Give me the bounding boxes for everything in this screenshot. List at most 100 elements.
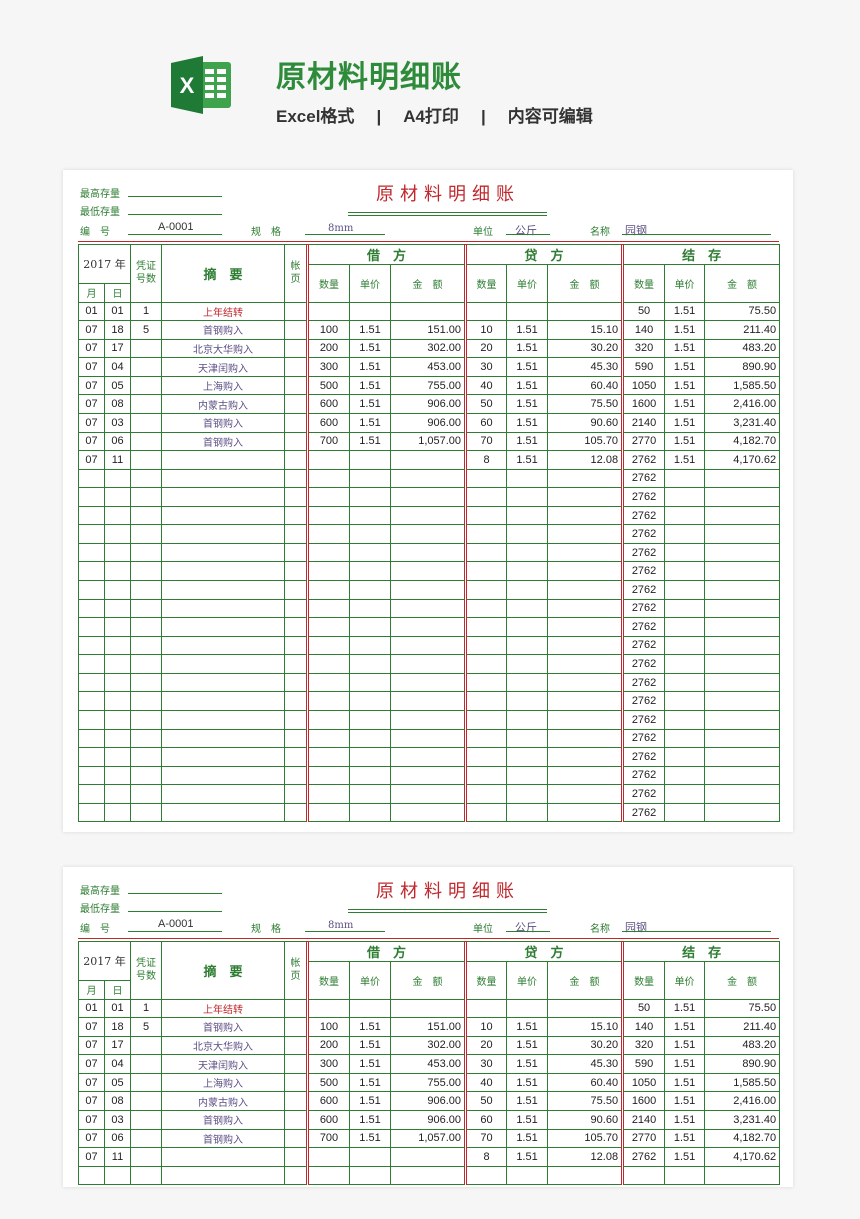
cell-month[interactable]: 07	[78, 1054, 105, 1074]
cell-debit-qty[interactable]	[306, 765, 350, 786]
cell-month[interactable]	[78, 580, 105, 600]
cell-debit-price[interactable]	[349, 468, 391, 489]
cell-debit-amount[interactable]	[389, 617, 467, 637]
cell-credit-price[interactable]	[506, 784, 549, 804]
cell-month[interactable]: 01	[78, 998, 105, 1019]
cell-debit-amount[interactable]	[389, 672, 467, 693]
cell-balance-amount[interactable]: 3,231.40	[704, 1109, 781, 1130]
cell-balance-price[interactable]	[664, 1165, 706, 1186]
cell-balance-price[interactable]: 1.51	[664, 450, 706, 470]
cell-credit-qty[interactable]	[464, 998, 508, 1019]
cell-credit-amount[interactable]: 105.70	[547, 1128, 624, 1149]
cell-balance-price[interactable]	[664, 468, 706, 489]
cell-voucher[interactable]	[130, 1147, 162, 1167]
cell-balance-amount[interactable]	[704, 709, 781, 730]
cell-balance-price[interactable]: 1.51	[664, 301, 706, 322]
cell-credit-price[interactable]: 1.51	[506, 1017, 549, 1037]
cell-day[interactable]	[104, 747, 131, 767]
cell-debit-qty[interactable]	[306, 747, 350, 767]
cell-balance-qty[interactable]: 1600	[621, 1091, 666, 1111]
cell-credit-qty[interactable]	[464, 747, 508, 767]
cell-page[interactable]	[284, 784, 308, 804]
cell-day[interactable]: 08	[104, 1091, 131, 1111]
cell-debit-amount[interactable]: 755.00	[389, 375, 467, 396]
cell-balance-price[interactable]: 1.51	[664, 375, 706, 396]
cell-balance-qty[interactable]: 590	[621, 1054, 666, 1074]
cell-page[interactable]	[284, 1035, 308, 1056]
cell-page[interactable]	[284, 1109, 308, 1130]
cell-debit-price[interactable]	[349, 598, 391, 619]
cell-summary[interactable]: 天津闰购入	[161, 1054, 285, 1074]
cell-voucher[interactable]	[130, 542, 162, 563]
cell-credit-price[interactable]	[506, 709, 549, 730]
cell-page[interactable]	[284, 765, 308, 786]
cell-credit-qty[interactable]	[464, 691, 508, 711]
cell-day[interactable]: 18	[104, 1017, 131, 1037]
cell-credit-price[interactable]	[506, 635, 549, 656]
cell-debit-price[interactable]: 1.51	[349, 357, 391, 377]
cell-credit-price[interactable]	[506, 617, 549, 637]
cell-voucher[interactable]	[130, 1091, 162, 1111]
cell-credit-price[interactable]	[506, 747, 549, 767]
cell-balance-price[interactable]: 1.51	[664, 1017, 706, 1037]
cell-summary[interactable]	[161, 542, 285, 563]
cell-voucher[interactable]	[130, 561, 162, 581]
cell-day[interactable]: 17	[104, 338, 131, 359]
cell-credit-qty[interactable]: 40	[464, 1072, 508, 1093]
cell-balance-amount[interactable]	[704, 561, 781, 581]
cell-debit-price[interactable]	[349, 580, 391, 600]
cell-credit-amount[interactable]: 75.50	[547, 394, 624, 414]
cell-credit-amount[interactable]: 12.08	[547, 450, 624, 470]
cell-balance-price[interactable]: 1.51	[664, 1128, 706, 1149]
cell-page[interactable]	[284, 524, 308, 544]
cell-page[interactable]	[284, 728, 308, 749]
cell-debit-price[interactable]	[349, 691, 391, 711]
cell-balance-qty[interactable]: 2762	[621, 691, 666, 711]
cell-balance-qty[interactable]: 1050	[621, 375, 666, 396]
cell-debit-amount[interactable]	[389, 691, 467, 711]
cell-voucher[interactable]: 1	[130, 998, 162, 1019]
cell-credit-amount[interactable]	[547, 802, 624, 823]
cell-balance-amount[interactable]: 483.20	[704, 338, 781, 359]
cell-balance-price[interactable]	[664, 747, 706, 767]
max-stock-field[interactable]	[128, 893, 222, 894]
cell-credit-price[interactable]	[506, 598, 549, 619]
cell-summary[interactable]	[161, 1147, 285, 1167]
cell-debit-qty[interactable]: 300	[306, 357, 350, 377]
cell-debit-price[interactable]	[349, 709, 391, 730]
cell-balance-qty[interactable]: 2140	[621, 412, 666, 433]
cell-debit-price[interactable]: 1.51	[349, 1054, 391, 1074]
cell-balance-price[interactable]: 1.51	[664, 357, 706, 377]
cell-balance-price[interactable]: 1.51	[664, 1091, 706, 1111]
cell-month[interactable]	[78, 802, 105, 823]
cell-debit-qty[interactable]	[306, 672, 350, 693]
cell-day[interactable]: 06	[104, 431, 131, 452]
cell-credit-qty[interactable]	[464, 728, 508, 749]
cell-summary[interactable]: 北京大华购入	[161, 338, 285, 359]
cell-debit-price[interactable]: 1.51	[349, 320, 391, 340]
cell-debit-qty[interactable]: 100	[306, 1017, 350, 1037]
cell-summary[interactable]: 上年结转	[161, 998, 285, 1019]
cell-credit-qty[interactable]: 70	[464, 1128, 508, 1149]
cell-balance-amount[interactable]	[704, 672, 781, 693]
cell-credit-qty[interactable]	[464, 301, 508, 322]
cell-balance-qty[interactable]: 2762	[621, 654, 666, 674]
cell-page[interactable]	[284, 998, 308, 1019]
cell-debit-price[interactable]	[349, 635, 391, 656]
cell-voucher[interactable]	[130, 691, 162, 711]
cell-credit-amount[interactable]: 30.20	[547, 338, 624, 359]
cell-balance-amount[interactable]: 890.90	[704, 357, 781, 377]
cell-summary[interactable]	[161, 524, 285, 544]
cell-credit-qty[interactable]	[464, 598, 508, 619]
cell-summary[interactable]	[161, 654, 285, 674]
min-stock-field[interactable]	[128, 214, 222, 215]
cell-debit-amount[interactable]	[389, 747, 467, 767]
cell-credit-amount[interactable]	[547, 1165, 624, 1186]
cell-credit-amount[interactable]	[547, 301, 624, 322]
cell-balance-amount[interactable]	[704, 617, 781, 637]
cell-voucher[interactable]	[130, 672, 162, 693]
cell-credit-amount[interactable]: 105.70	[547, 431, 624, 452]
cell-credit-price[interactable]: 1.51	[506, 320, 549, 340]
cell-credit-price[interactable]	[506, 524, 549, 544]
cell-balance-amount[interactable]: 4,170.62	[704, 450, 781, 470]
